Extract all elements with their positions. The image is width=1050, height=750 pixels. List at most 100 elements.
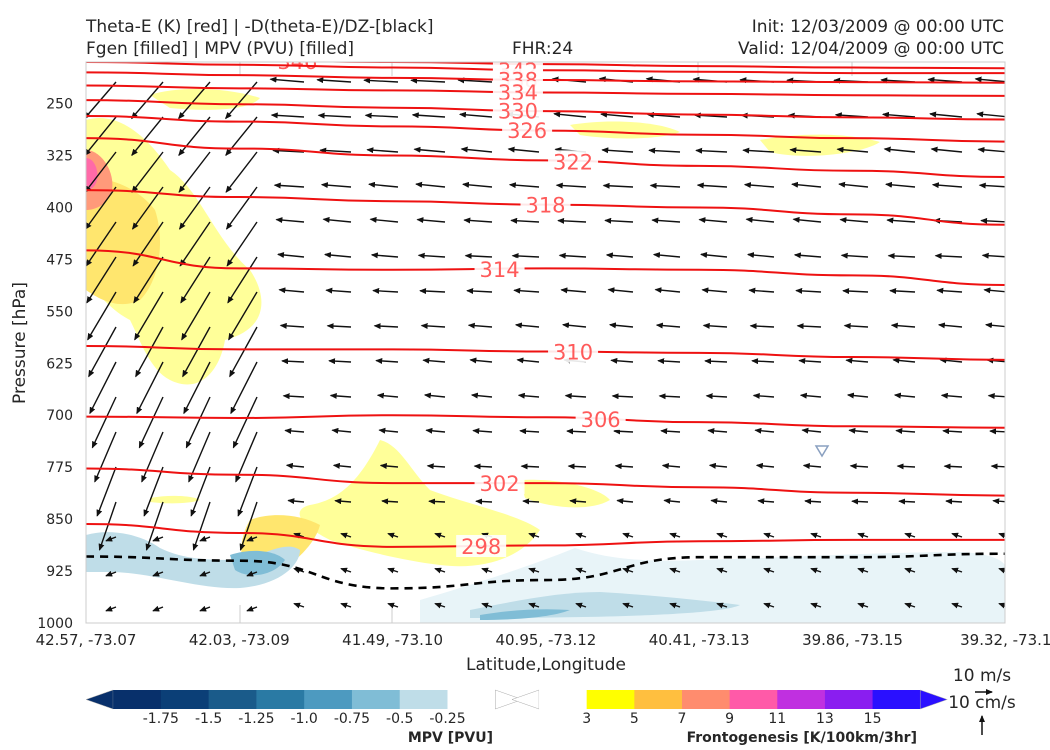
wind-vector <box>320 182 352 189</box>
x-tick-label: 39.86, -73.15 <box>802 631 903 649</box>
wind-vector <box>951 567 963 574</box>
wind-vector <box>328 358 352 365</box>
y-tick-label: 1000 <box>37 616 73 632</box>
wind-vector <box>463 217 493 224</box>
wind-vector <box>614 463 634 470</box>
colorbar-swatch <box>872 690 921 709</box>
wind-vector <box>281 358 305 365</box>
wind-vector <box>791 181 822 188</box>
wind-vector <box>340 602 352 609</box>
wind-vector <box>792 216 822 223</box>
theta-e-contour <box>86 414 1005 429</box>
theta-e-contour-label: 306 <box>581 408 621 432</box>
wind-vector <box>754 427 775 434</box>
wind-vector <box>387 602 399 609</box>
wind-vector <box>607 287 634 294</box>
wind-vector <box>230 361 258 415</box>
colorbar-tick-label: -0.25 <box>429 711 465 727</box>
wind-vector <box>375 357 399 364</box>
mpv-region-dot <box>814 445 830 458</box>
wind-vector <box>610 357 634 364</box>
wind-vector <box>810 567 822 574</box>
wind-vector <box>705 393 728 400</box>
wind-vector <box>134 291 164 341</box>
theta-e-contour <box>86 249 1005 287</box>
wind-vector <box>658 393 681 400</box>
contour-label-background <box>548 150 599 173</box>
wind-vector <box>419 288 446 295</box>
wind-vector <box>992 498 1005 505</box>
wind-vector <box>316 77 352 84</box>
wind-vector <box>425 427 446 434</box>
wind-vector <box>434 567 446 574</box>
theta-e-contour <box>86 84 1005 97</box>
wind-vector <box>763 602 775 609</box>
contour-label-background <box>492 81 543 104</box>
colorbar-swatch <box>304 690 353 709</box>
wind-vector <box>842 288 869 295</box>
wind-vector <box>528 532 540 539</box>
wind-vector <box>136 361 164 415</box>
wind-vector <box>716 532 728 539</box>
wind-vector <box>510 217 540 224</box>
wind-vector <box>748 287 775 294</box>
wind-vector <box>366 147 399 154</box>
wind-vector <box>246 535 258 542</box>
wind-vector <box>575 602 587 609</box>
theta-e-contour <box>86 467 1005 497</box>
mpv-colorbar: -1.75 -1.5 -1.25 -1.0 -0.75 -0.5 -0.25 <box>85 689 524 727</box>
contour-label-background <box>575 408 626 431</box>
valid-time: Valid: 12/04/2009 @ 00:00 UTC <box>738 39 1004 59</box>
x-tick-label: 41.49, -73.10 <box>342 631 443 649</box>
x-tick-label: 39.32, -73.1 <box>960 631 1050 649</box>
fgen-region-east <box>520 479 610 508</box>
wind-vector <box>331 427 352 434</box>
wind-vector <box>883 146 916 153</box>
theta-e-contour <box>86 71 1005 84</box>
wind-vector <box>763 532 775 539</box>
wind-vector <box>698 217 728 224</box>
wind-vector <box>746 252 775 259</box>
wind-vector <box>423 392 446 399</box>
theta-e-contour <box>86 137 1005 178</box>
wind-vector <box>379 463 399 469</box>
wind-vector <box>575 532 587 539</box>
wind-vector <box>105 570 117 577</box>
wind-vector <box>904 567 916 574</box>
wind-vector <box>472 428 493 434</box>
wind-vector <box>269 76 305 83</box>
wind-vector <box>481 567 493 574</box>
fgen-colorbar: 3 5 7 9 11 13 15 <box>511 689 949 727</box>
wind-vector <box>511 252 540 259</box>
wind-vector <box>555 182 587 189</box>
contour-label-background <box>548 340 599 363</box>
wind-vector <box>152 605 164 612</box>
wind-vector <box>701 287 728 294</box>
wind-vector <box>131 81 164 120</box>
wind-vector <box>420 322 446 329</box>
forecast-hour: FHR:24 <box>512 39 573 59</box>
wind-vector <box>845 357 869 364</box>
wind-vector <box>199 605 211 612</box>
wind-vector <box>422 357 446 364</box>
wind-vector <box>517 392 540 399</box>
wind-vector <box>980 217 1005 224</box>
plot-background <box>86 62 1005 623</box>
wind-vector <box>704 358 728 365</box>
wind-vector <box>810 532 822 539</box>
plot-area: 346342338334330326322318314310306302298 <box>86 62 1005 623</box>
title-line-2: Fgen [filled] | MPV (PVU) [filled] <box>86 39 354 59</box>
wind-vector <box>143 466 164 517</box>
wind-vector <box>604 217 634 224</box>
wind-vector <box>323 252 352 259</box>
wind-vector <box>178 186 211 230</box>
wind-vector <box>183 361 211 415</box>
contour-label-background <box>272 62 323 73</box>
colorbar-extend-right <box>495 689 524 710</box>
wind-vector <box>702 322 728 329</box>
wind-vector <box>363 77 399 84</box>
wind-vector <box>561 322 587 329</box>
wind-vector <box>232 396 258 449</box>
wind-vector <box>152 535 164 542</box>
wind-vector <box>977 146 1005 153</box>
